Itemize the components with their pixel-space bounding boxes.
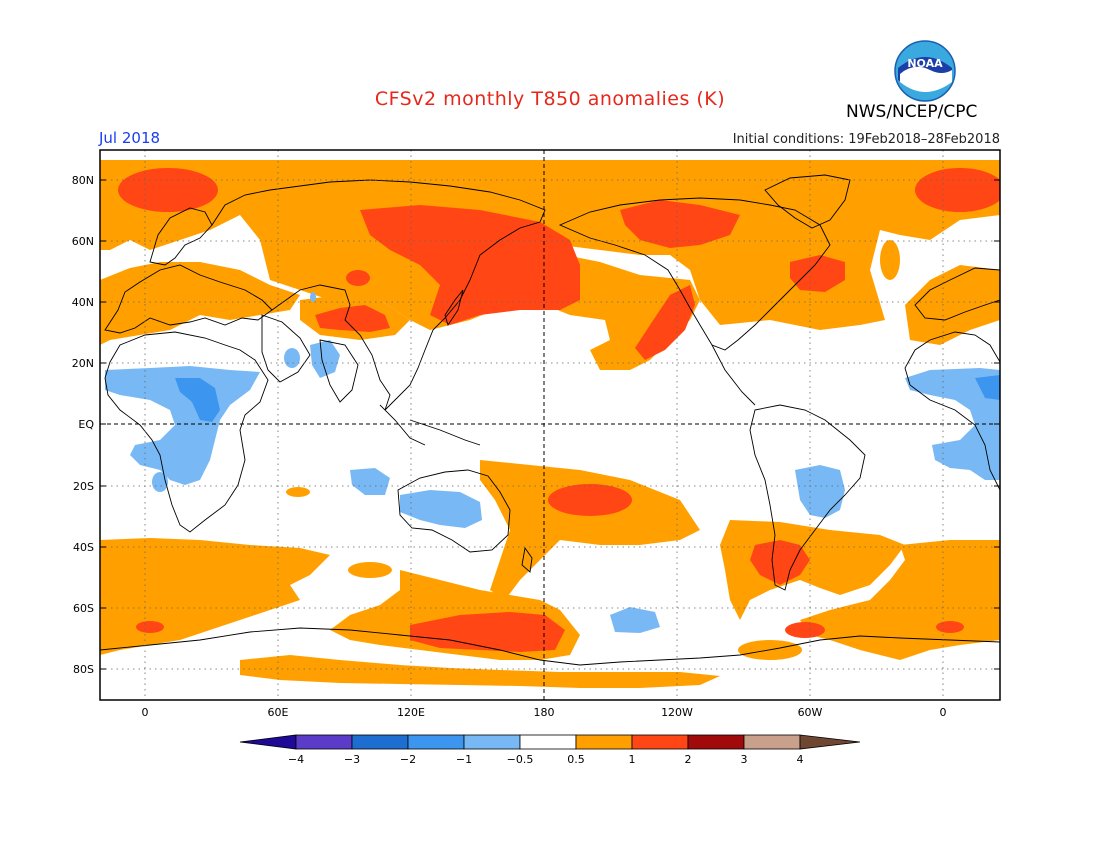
lon-label: 0 bbox=[142, 706, 149, 719]
colorbar-label: −2 bbox=[400, 753, 416, 766]
colorbar-swatch bbox=[743, 734, 801, 750]
map-frame bbox=[99, 149, 1001, 701]
lat-label: 80N bbox=[72, 174, 94, 187]
colorbar-swatch bbox=[519, 734, 577, 750]
lon-label: 60W bbox=[798, 706, 823, 719]
lat-label: 40S bbox=[73, 541, 94, 554]
lon-label: 120W bbox=[661, 706, 693, 719]
lon-label: 120E bbox=[397, 706, 425, 719]
colorbar-swatch bbox=[631, 734, 689, 750]
colorbar-swatch bbox=[799, 734, 861, 750]
lat-label: 80S bbox=[73, 663, 94, 676]
lat-label: EQ bbox=[78, 418, 94, 431]
lat-ticks bbox=[100, 179, 1000, 670]
agency-label: NWS/NCEP/CPC bbox=[846, 102, 978, 122]
anomaly-neg0.5-neg1-layer bbox=[105, 292, 1000, 633]
colorbar-swatch bbox=[463, 734, 521, 750]
colorbar-label: 2 bbox=[685, 753, 692, 766]
colorbar-label: 3 bbox=[741, 753, 748, 766]
lon-label: 0 bbox=[940, 706, 947, 719]
anomaly-neg1-neg2-layer bbox=[175, 375, 1000, 422]
chart-title: CFSv2 monthly T850 anomalies (K) bbox=[374, 88, 726, 110]
colorbar-swatch bbox=[687, 734, 745, 750]
colorbar-swatch bbox=[575, 734, 633, 750]
graticule bbox=[100, 150, 1000, 700]
colorbar-label: −1 bbox=[456, 753, 472, 766]
lat-labels: 80N 60N 40N 20N EQ 20S 40S 60S 80S bbox=[72, 174, 95, 676]
lon-labels: 0 60E 120E 180 120W 60W 0 bbox=[142, 706, 947, 719]
anomaly-fields bbox=[100, 150, 1000, 700]
colorbar-label: 4 bbox=[797, 753, 804, 766]
lat-label: 60N bbox=[72, 235, 94, 248]
lat-label: 60S bbox=[73, 602, 94, 615]
lat-label: 20S bbox=[73, 480, 94, 493]
colorbar-swatch bbox=[351, 734, 409, 750]
colorbar-swatch bbox=[239, 734, 297, 750]
forecast-month: Jul 2018 bbox=[99, 129, 161, 147]
colorbar-label: −0.5 bbox=[507, 753, 534, 766]
colorbar-label: 1 bbox=[629, 753, 636, 766]
colorbar-label: −4 bbox=[288, 753, 304, 766]
colorbar-label: 0.5 bbox=[567, 753, 585, 766]
anomaly-1-2-layer bbox=[118, 168, 1000, 652]
colorbar-swatch bbox=[407, 734, 465, 750]
lat-label: 20N bbox=[72, 357, 94, 370]
lon-label: 60E bbox=[268, 706, 289, 719]
colorbar-label: −3 bbox=[344, 753, 360, 766]
noaa-logo-text: NOAA bbox=[907, 57, 943, 70]
lat-label: 40N bbox=[72, 296, 94, 309]
colorbar-swatch bbox=[295, 734, 353, 750]
lon-label: 180 bbox=[534, 706, 555, 719]
colorbar: −4 −3 −2 −1 −0.5 0.5 1 2 3 4 bbox=[239, 734, 861, 766]
noaa-logo: NOAA bbox=[894, 40, 956, 102]
equator-dateline bbox=[100, 150, 1000, 700]
coastlines bbox=[100, 174, 1000, 666]
initial-conditions: Initial conditions: 19Feb2018–28Feb2018 bbox=[732, 132, 1000, 147]
